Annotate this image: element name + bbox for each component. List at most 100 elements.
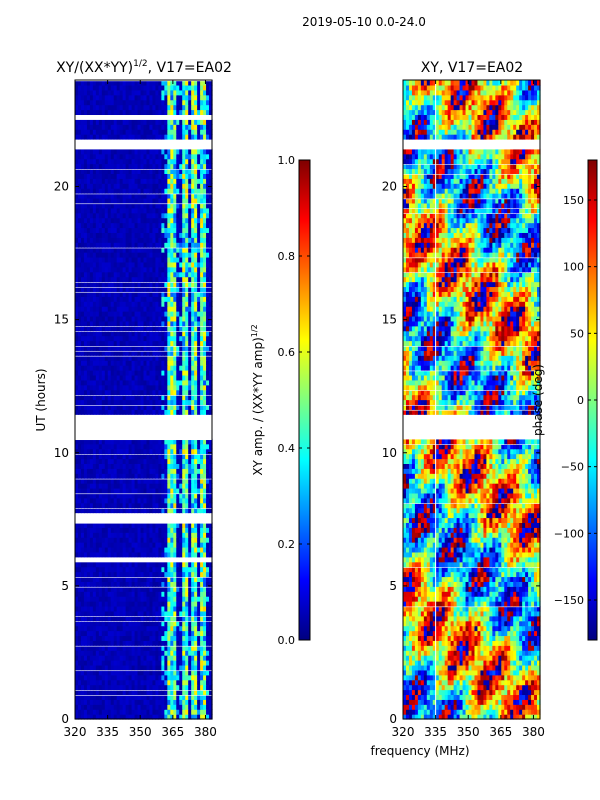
- heatmap-cell: [110, 610, 115, 617]
- heatmap-cell: [155, 222, 159, 229]
- heatmap-cell: [86, 178, 91, 184]
- heatmap-cell: [209, 345, 213, 351]
- heatmap-cell: [170, 664, 174, 671]
- heatmap-cell: [197, 350, 201, 356]
- heatmap-cell: [116, 148, 121, 155]
- heatmap-cell: [152, 463, 157, 469]
- heatmap-cell: [155, 330, 159, 337]
- heatmap-cell: [167, 404, 171, 410]
- heatmap-cell: [152, 153, 157, 160]
- heatmap-cell: [209, 311, 213, 317]
- heatmap-cell: [140, 404, 145, 410]
- heatmap-cell: [167, 207, 171, 214]
- heatmap-cell: [104, 660, 109, 666]
- heatmap-cell: [101, 173, 106, 179]
- heatmap-cell: [128, 561, 133, 568]
- heatmap-cell: [206, 178, 210, 184]
- heatmap-cell: [98, 522, 103, 528]
- heatmap-cell: [188, 502, 192, 509]
- heatmap-cell: [194, 301, 198, 307]
- heatmap-cell: [89, 217, 94, 224]
- heatmap-cell: [134, 645, 139, 651]
- heatmap-cell: [116, 532, 121, 538]
- heatmap-cell: [98, 197, 103, 204]
- heatmap-cell: [122, 384, 127, 391]
- heatmap-cell: [80, 384, 85, 391]
- heatmap-cell: [122, 709, 127, 715]
- heatmap-cell: [134, 355, 139, 361]
- heatmap-cell: [209, 674, 213, 681]
- heatmap-cell: [137, 478, 142, 484]
- heatmap-cell: [101, 669, 106, 676]
- heatmap-cell: [128, 394, 133, 401]
- heatmap-cell: [182, 630, 186, 637]
- heatmap-cell: [104, 497, 109, 504]
- heatmap-cell: [176, 365, 180, 371]
- heatmap-cell: [203, 350, 207, 356]
- heatmap-cell: [101, 453, 106, 460]
- heatmap-cell: [110, 650, 115, 656]
- heatmap-cell: [200, 168, 204, 174]
- heatmap-cell: [200, 532, 204, 538]
- heatmap-cell: [155, 335, 159, 342]
- heatmap-cell: [206, 296, 210, 302]
- heatmap-cell: [194, 370, 198, 376]
- heatmap-cell: [161, 404, 165, 410]
- heatmap-cell: [194, 537, 198, 543]
- heatmap-cell: [98, 468, 103, 474]
- heatmap-cell: [119, 522, 124, 528]
- heatmap-cell: [200, 394, 204, 401]
- heatmap-cell: [194, 473, 198, 479]
- heatmap-cell: [173, 601, 177, 607]
- heatmap-cell: [131, 325, 136, 332]
- heatmap-cell: [173, 571, 177, 578]
- heatmap-cell: [86, 374, 91, 381]
- heatmap-cell: [176, 689, 180, 696]
- heatmap-cell: [137, 635, 142, 641]
- heatmap-cell: [194, 271, 198, 278]
- heatmap-cell: [173, 438, 177, 445]
- heatmap-cell: [80, 630, 85, 637]
- heatmap-cell: [188, 709, 192, 715]
- heatmap-cell: [140, 605, 145, 612]
- heatmap-cell: [158, 207, 162, 214]
- heatmap-cell: [134, 350, 139, 356]
- heatmap-cell: [143, 660, 148, 666]
- heatmap-cell: [131, 271, 136, 278]
- heatmap-cell: [140, 591, 145, 597]
- heatmap-cell: [77, 281, 82, 288]
- heatmap-cell: [146, 502, 151, 509]
- heatmap-cell: [170, 591, 174, 597]
- heatmap-cell: [125, 178, 130, 184]
- heatmap-cell: [75, 635, 79, 641]
- heatmap-cell: [173, 365, 177, 371]
- heatmap-cell: [137, 404, 142, 410]
- heatmap-cell: [179, 581, 183, 587]
- heatmap-cell: [119, 148, 124, 155]
- heatmap-cell: [206, 502, 210, 509]
- heatmap-cell: [206, 532, 210, 538]
- heatmap-cell: [119, 340, 124, 347]
- heatmap-cell: [122, 453, 127, 460]
- heatmap-cell: [122, 561, 127, 568]
- heatmap-cell: [80, 350, 85, 356]
- heatmap-cell: [161, 605, 165, 612]
- heatmap-cell: [149, 576, 154, 582]
- heatmap-cell: [176, 468, 180, 474]
- heatmap-cell: [185, 286, 189, 292]
- heatmap-cell: [113, 330, 118, 337]
- heatmap-cell: [116, 458, 121, 464]
- heatmap-cell: [98, 330, 103, 337]
- heatmap-cell: [185, 468, 189, 474]
- heatmap-cell: [98, 694, 103, 700]
- heatmap-cell: [83, 502, 88, 509]
- heatmap-cell: [107, 610, 112, 617]
- heatmap-cell: [209, 709, 213, 715]
- heatmap-cell: [95, 222, 100, 229]
- heatmap-cell: [152, 325, 157, 332]
- heatmap-cell: [101, 684, 106, 691]
- heatmap-cell: [77, 635, 82, 641]
- heatmap-cell: [98, 655, 103, 661]
- heatmap-cell: [197, 527, 201, 533]
- heatmap-cell: [86, 483, 91, 489]
